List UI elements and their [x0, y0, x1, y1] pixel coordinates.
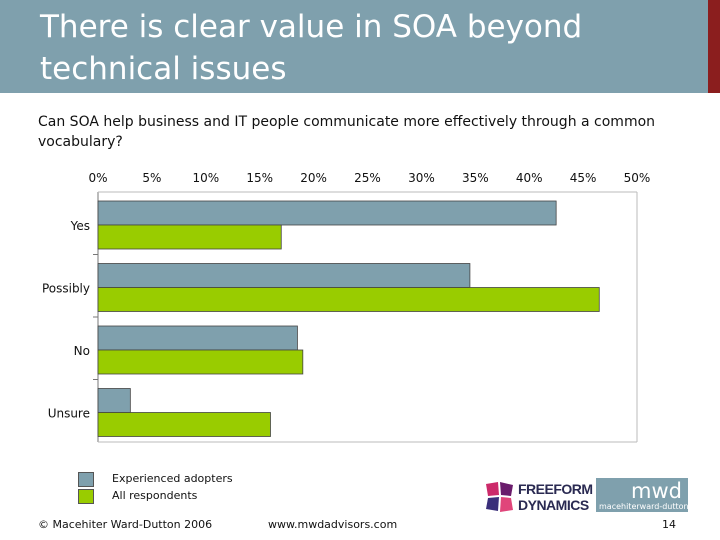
freeform-logo-text: FREEFORM DYNAMICS — [518, 481, 598, 513]
bar-unsure-experienced — [97, 388, 131, 413]
category-label-possibly: Possibly — [42, 282, 90, 296]
bar-yes-all — [97, 224, 282, 250]
bar-possibly-experienced — [97, 263, 471, 288]
legend-swatch-experienced — [78, 472, 94, 487]
x-tick-label: 40% — [516, 171, 543, 185]
x-tick-label: 0% — [88, 171, 107, 185]
x-tick-label: 45% — [570, 171, 597, 185]
x-tick-label: 10% — [192, 171, 219, 185]
legend-swatch-all — [78, 489, 94, 504]
copyright-text: © Macehiter Ward-Dutton 2006 — [38, 518, 213, 531]
freeform-logo-line2: DYNAMICS — [518, 497, 589, 513]
x-tick-label: 30% — [408, 171, 435, 185]
x-tick-label: 50% — [624, 171, 651, 185]
x-tick-label: 20% — [300, 171, 327, 185]
slide-title: There is clear value in SOA beyond techn… — [40, 9, 583, 87]
freeform-logo-line1: FREEFORM — [518, 481, 593, 497]
mwd-logo: mwd macehiterward-dutton — [596, 478, 689, 512]
freeform-dynamics-logo: FREEFORM DYNAMICS — [486, 480, 594, 514]
title-accent-stripe — [708, 0, 720, 93]
mwd-logo-subtext: macehiterward-dutton — [599, 502, 689, 511]
category-label-no: No — [74, 344, 90, 358]
x-tick-label: 35% — [462, 171, 489, 185]
category-label-yes: Yes — [70, 219, 90, 233]
x-tick-label: 25% — [354, 171, 381, 185]
category-label-unsure: Unsure — [48, 407, 90, 421]
chart-question: Can SOA help business and IT people comm… — [38, 114, 656, 150]
legend-label-experienced: Experienced adopters — [112, 472, 233, 485]
freeform-logo-icon — [486, 482, 513, 512]
legend-label-all: All respondents — [112, 489, 198, 502]
page-number: 14 — [662, 518, 676, 531]
x-tick-label: 5% — [142, 171, 161, 185]
bar-unsure-all — [97, 412, 271, 437]
x-tick-label: 15% — [246, 171, 273, 185]
bar-no-experienced — [97, 325, 298, 351]
bar-yes-experienced — [97, 200, 557, 226]
title-bar — [0, 0, 708, 93]
bar-possibly-all — [97, 287, 600, 312]
website-link[interactable]: www.mwdadvisors.com — [268, 518, 398, 531]
mwd-logo-text: mwd — [631, 479, 682, 503]
bar-no-all — [97, 349, 304, 375]
